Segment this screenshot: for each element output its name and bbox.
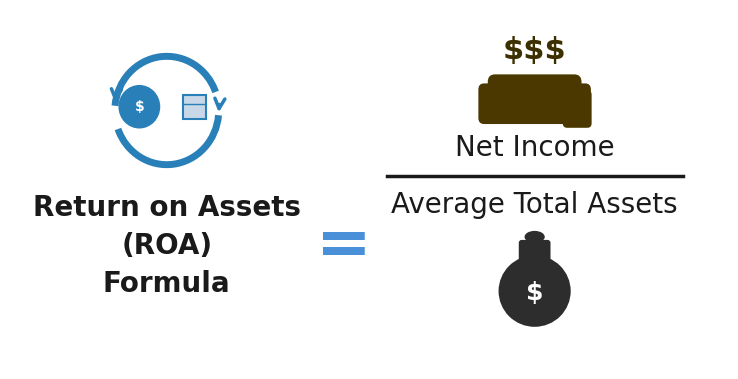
FancyBboxPatch shape bbox=[519, 240, 551, 263]
Ellipse shape bbox=[499, 255, 570, 327]
Ellipse shape bbox=[525, 231, 545, 243]
Text: Formula: Formula bbox=[103, 269, 230, 298]
FancyBboxPatch shape bbox=[488, 74, 582, 111]
Text: Net Income: Net Income bbox=[455, 134, 615, 162]
Text: (ROA): (ROA) bbox=[121, 232, 213, 260]
FancyBboxPatch shape bbox=[563, 90, 592, 128]
Circle shape bbox=[119, 86, 159, 128]
Text: $: $ bbox=[526, 280, 543, 305]
FancyBboxPatch shape bbox=[182, 95, 206, 119]
Text: $: $ bbox=[134, 100, 144, 114]
FancyBboxPatch shape bbox=[478, 83, 591, 124]
Text: =: = bbox=[316, 213, 371, 279]
Text: Return on Assets: Return on Assets bbox=[32, 194, 301, 222]
Text: Average Total Assets: Average Total Assets bbox=[391, 191, 678, 219]
Text: $$$: $$$ bbox=[503, 36, 567, 65]
